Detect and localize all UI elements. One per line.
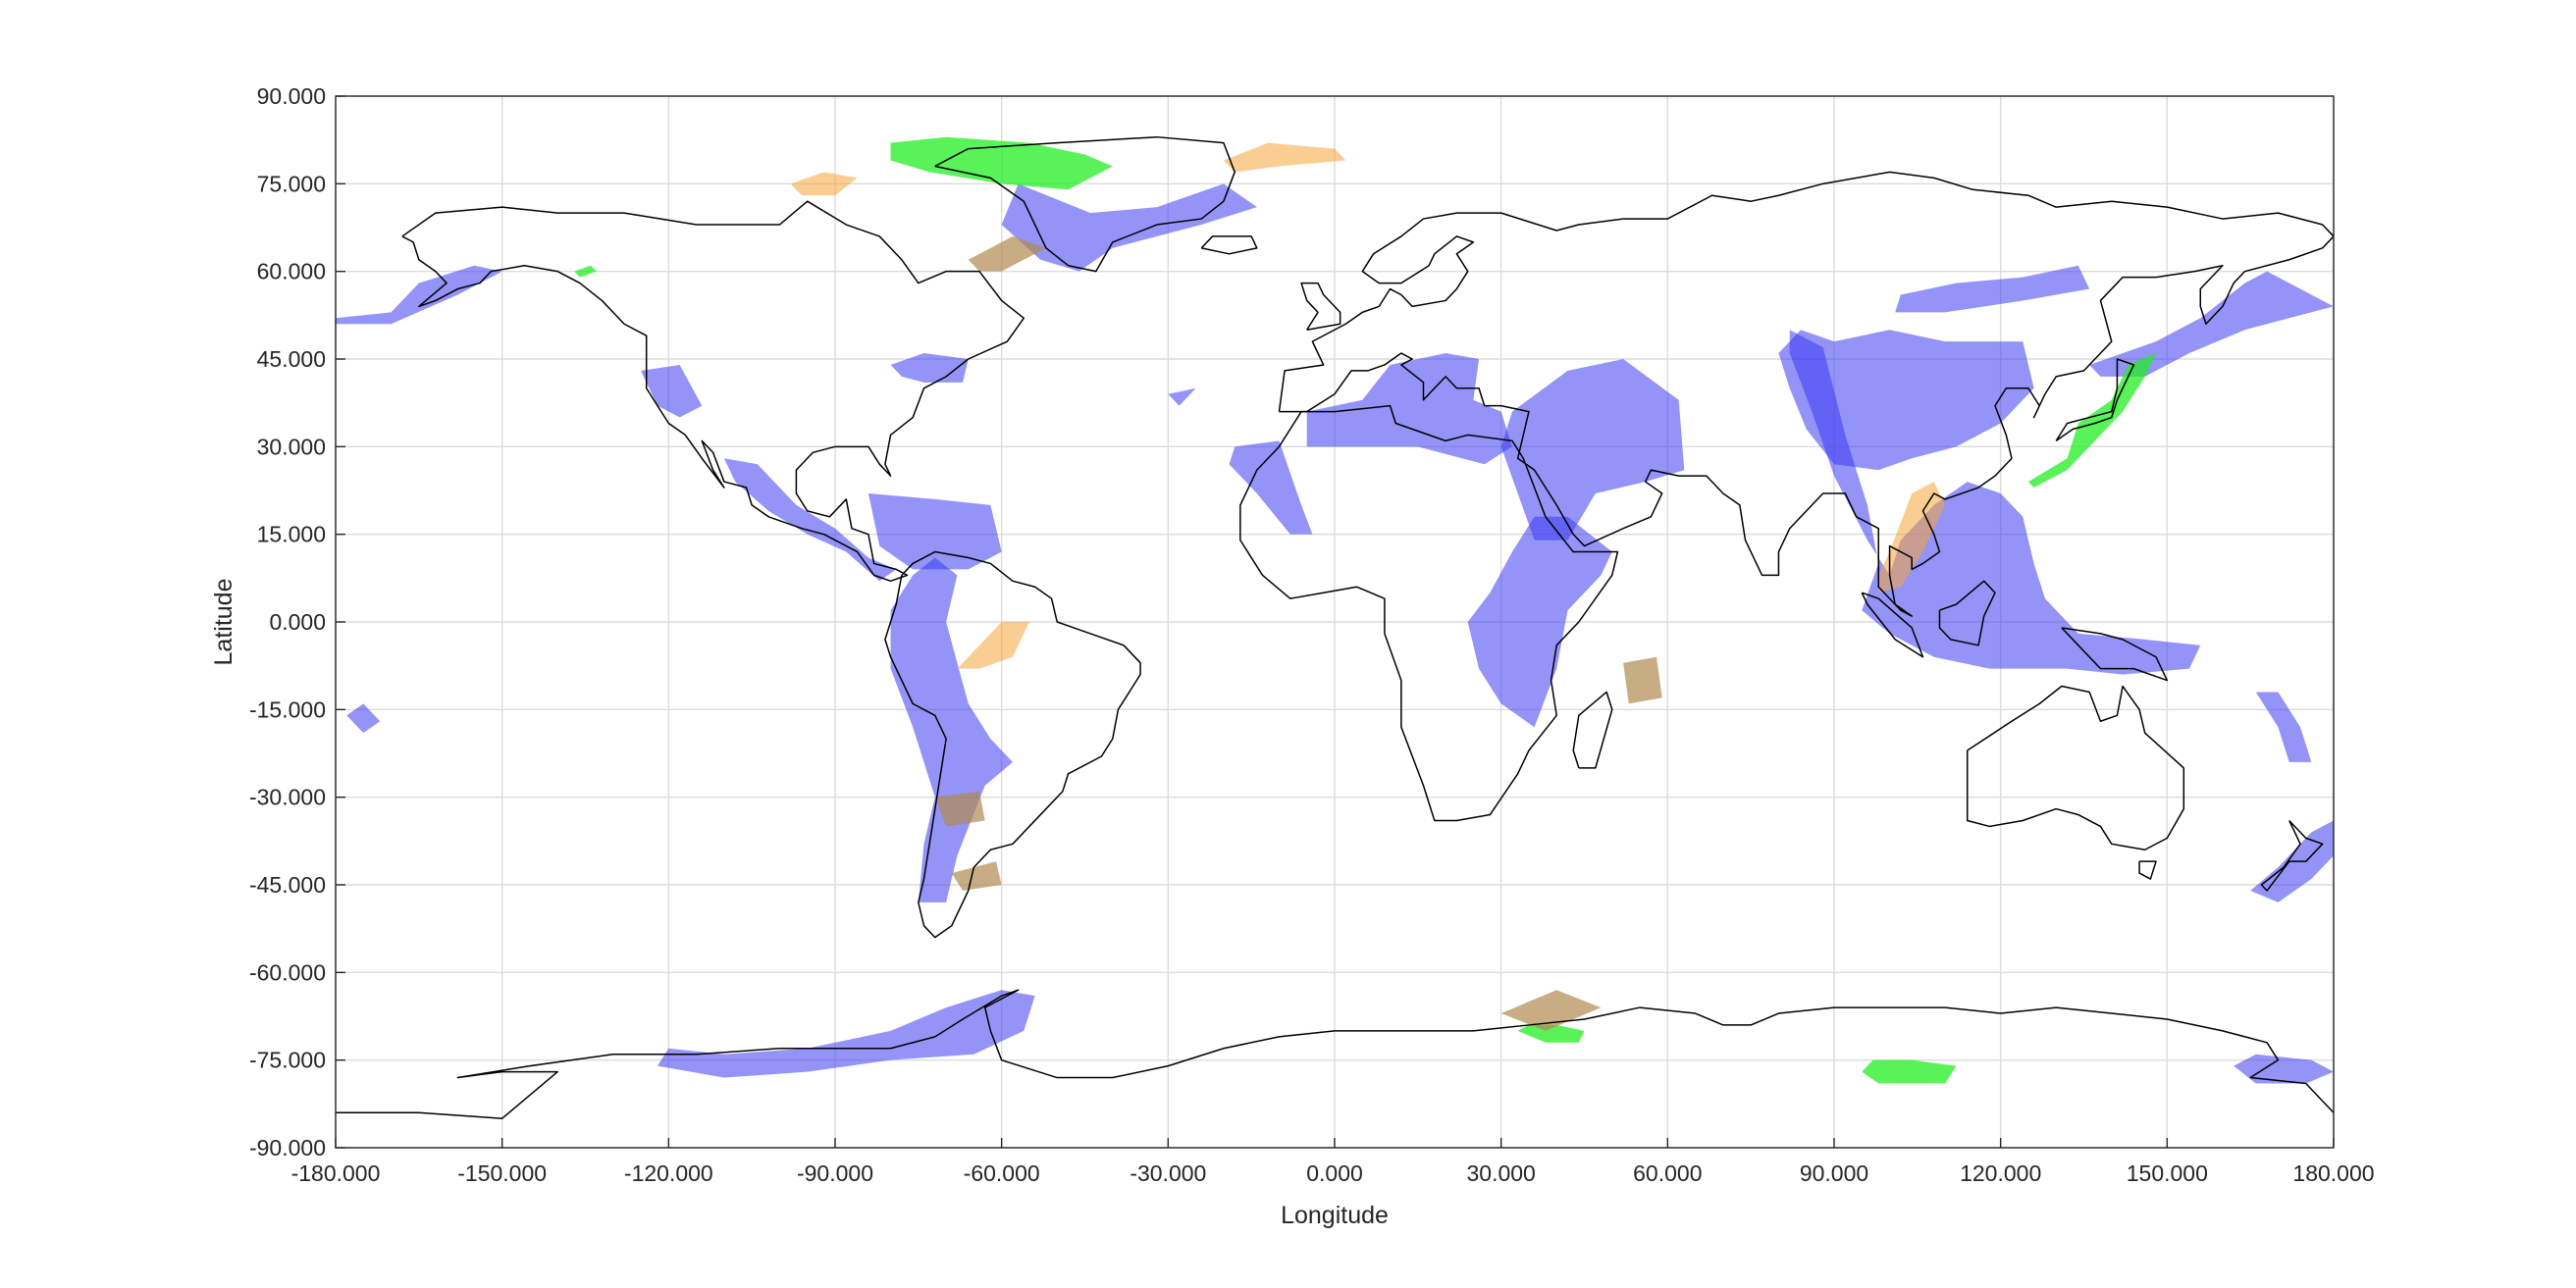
- coastline: [1278, 171, 2335, 617]
- coastline: [1572, 691, 1613, 769]
- region-green: [1862, 1059, 1957, 1084]
- y-tick-label: -45.000: [249, 872, 326, 898]
- region-green: [1517, 1024, 1585, 1043]
- region-blue: [1895, 265, 2090, 313]
- y-tick-label: -60.000: [249, 959, 326, 985]
- coastline: [1239, 404, 1619, 822]
- y-tick-label: -90.000: [249, 1135, 326, 1160]
- region-blue: [641, 364, 703, 418]
- x-tick-label: 150.000: [2127, 1160, 2208, 1186]
- y-axis-label: Latitude: [210, 579, 237, 666]
- x-tick-label: 90.000: [1800, 1160, 1868, 1186]
- region-brown: [968, 235, 1046, 272]
- y-tick-label: 90.000: [257, 83, 326, 109]
- y-tick-label: 30.000: [257, 434, 326, 459]
- region-blue: [1500, 359, 1685, 541]
- y-tick-label: 0.000: [269, 609, 326, 635]
- region-green: [574, 265, 597, 278]
- x-tick-label: 120.000: [1960, 1160, 2041, 1186]
- x-tick-label: 180.000: [2292, 1160, 2374, 1186]
- region-blue: [336, 265, 502, 325]
- x-axis-label: Longitude: [1281, 1202, 1389, 1229]
- coastline: [1300, 282, 1341, 331]
- region-orange: [957, 622, 1029, 669]
- region-blue: [1467, 516, 1612, 728]
- y-tick-label: 60.000: [257, 259, 326, 284]
- y-tick-label: 45.000: [257, 346, 326, 372]
- coastline: [1200, 235, 1258, 255]
- coastline: [336, 989, 2335, 1119]
- region-brown: [951, 861, 1002, 891]
- x-tick-label: -30.000: [1130, 1160, 1206, 1186]
- coastline: [2055, 358, 2135, 441]
- axis-ticks: -180.000 -150.000 -120.000 -90.000 -60.000 -3…: [249, 83, 2375, 1186]
- coastline: [1938, 580, 1996, 646]
- coastline: [2260, 819, 2324, 892]
- x-tick-label: -120.000: [624, 1160, 713, 1186]
- coastline: [1861, 592, 1924, 658]
- region-blue: [2255, 692, 2312, 762]
- region-blue: [890, 557, 1013, 902]
- region-blue: [657, 990, 1035, 1078]
- coastline: [401, 200, 1025, 583]
- region-brown: [934, 791, 985, 827]
- region-orange: [1223, 142, 1346, 173]
- region-orange: [1878, 482, 1946, 593]
- x-tick-label: -150.000: [457, 1160, 547, 1186]
- coastline: [884, 550, 1141, 939]
- region-blue: [867, 492, 1002, 570]
- y-tick-label: 15.000: [257, 522, 326, 547]
- x-tick-label: -180.000: [291, 1160, 381, 1186]
- y-tick-label: -75.000: [249, 1048, 326, 1073]
- coastline: [2061, 627, 2169, 682]
- x-tick-label: -90.000: [797, 1160, 873, 1186]
- region-blue: [346, 703, 381, 734]
- region-brown: [1623, 656, 1662, 704]
- region-blue: [2089, 271, 2334, 377]
- region-blue: [1229, 440, 1313, 535]
- x-tick-label: 60.000: [1633, 1160, 1702, 1186]
- region-blue: [1168, 387, 1196, 406]
- x-tick-label: 30.000: [1466, 1160, 1535, 1186]
- coastline: [1966, 685, 2185, 851]
- region-blue: [1001, 183, 1257, 272]
- region-orange: [790, 172, 858, 196]
- region-green: [890, 136, 1113, 190]
- y-tick-label: 75.000: [257, 171, 326, 196]
- x-tick-label: 0.000: [1306, 1160, 1363, 1186]
- coastline: [934, 135, 1235, 273]
- coastlines: [336, 135, 2335, 1119]
- y-tick-label: -30.000: [249, 785, 326, 810]
- region-brown: [1500, 990, 1602, 1031]
- y-tick-label: -15.000: [249, 696, 326, 722]
- x-tick-label: -60.000: [964, 1160, 1040, 1186]
- coastline: [2138, 860, 2157, 880]
- region-blue: [2234, 1054, 2334, 1084]
